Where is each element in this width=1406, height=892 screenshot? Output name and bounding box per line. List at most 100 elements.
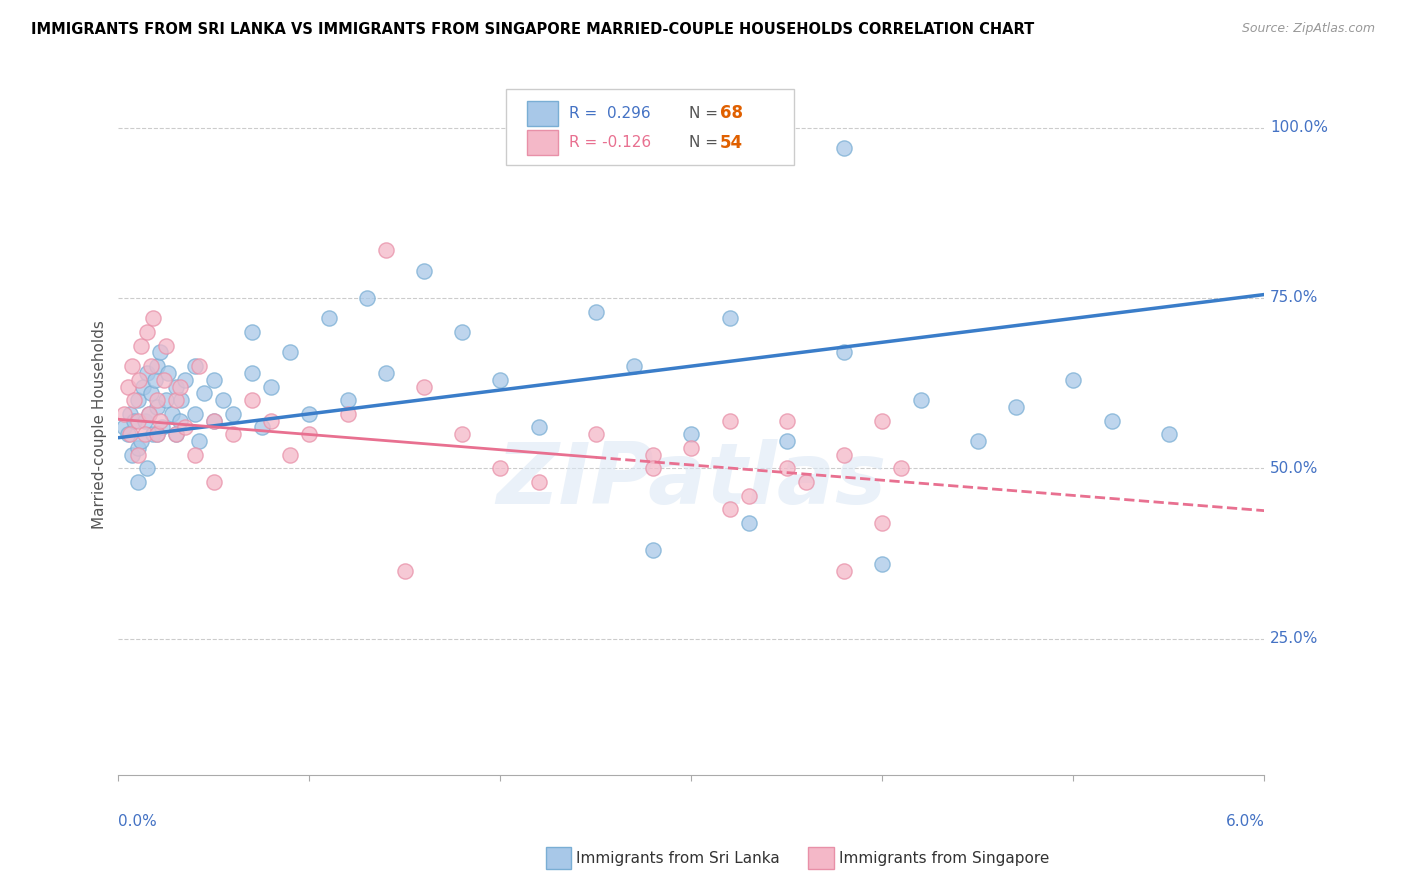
Point <box>169 414 191 428</box>
Point <box>139 386 162 401</box>
Point <box>165 427 187 442</box>
Point <box>832 448 855 462</box>
Point <box>165 379 187 393</box>
Point <box>278 345 301 359</box>
Point <box>737 489 759 503</box>
Point <box>240 325 263 339</box>
Point <box>527 420 550 434</box>
Point <box>143 373 166 387</box>
Point <box>138 407 160 421</box>
Point <box>413 263 436 277</box>
Point <box>117 379 139 393</box>
Point <box>170 393 193 408</box>
Point <box>131 339 153 353</box>
Point <box>127 393 149 408</box>
Point <box>131 434 153 449</box>
Text: 68: 68 <box>720 104 742 122</box>
Point <box>872 414 894 428</box>
Point <box>394 564 416 578</box>
Point <box>222 427 245 442</box>
Point <box>117 427 139 442</box>
Point <box>155 339 177 353</box>
Text: Source: ZipAtlas.com: Source: ZipAtlas.com <box>1241 22 1375 36</box>
Text: R = -0.126: R = -0.126 <box>569 136 651 150</box>
Point <box>138 407 160 421</box>
Point <box>153 373 176 387</box>
Point <box>202 373 225 387</box>
Point <box>160 407 183 421</box>
Point <box>127 414 149 428</box>
Text: ZIPatlas: ZIPatlas <box>496 439 887 522</box>
Text: N =: N = <box>689 136 723 150</box>
Point <box>132 379 155 393</box>
Point <box>356 291 378 305</box>
Text: N =: N = <box>689 106 723 120</box>
Point <box>184 407 207 421</box>
Point <box>872 557 894 571</box>
Point <box>250 420 273 434</box>
Point <box>122 414 145 428</box>
Point <box>165 427 187 442</box>
Point <box>136 461 159 475</box>
Point <box>260 379 283 393</box>
Point <box>202 414 225 428</box>
Point <box>910 393 932 408</box>
Point <box>336 407 359 421</box>
Point <box>222 407 245 421</box>
Point <box>451 325 474 339</box>
Point <box>134 414 156 428</box>
Point <box>1101 414 1123 428</box>
Text: R =  0.296: R = 0.296 <box>569 106 651 120</box>
Point <box>112 420 135 434</box>
Y-axis label: Married-couple Households: Married-couple Households <box>93 319 107 528</box>
Point <box>585 427 607 442</box>
Point <box>374 244 396 258</box>
Text: Immigrants from Singapore: Immigrants from Singapore <box>839 851 1050 865</box>
Point <box>136 325 159 339</box>
Point <box>118 407 141 421</box>
Point <box>142 427 165 442</box>
Point <box>872 516 894 530</box>
Point <box>489 373 512 387</box>
Text: 0.0%: 0.0% <box>118 814 157 829</box>
Point <box>374 366 396 380</box>
Point <box>776 434 799 449</box>
Point <box>128 373 150 387</box>
Point <box>122 393 145 408</box>
Point <box>165 393 187 408</box>
Point <box>240 393 263 408</box>
Point <box>145 427 167 442</box>
Point <box>681 427 703 442</box>
Point <box>776 414 799 428</box>
Text: IMMIGRANTS FROM SRI LANKA VS IMMIGRANTS FROM SINGAPORE MARRIED-COUPLE HOUSEHOLDS: IMMIGRANTS FROM SRI LANKA VS IMMIGRANTS … <box>31 22 1035 37</box>
Point <box>127 448 149 462</box>
Point <box>145 393 167 408</box>
Point <box>184 359 207 373</box>
Point <box>336 393 359 408</box>
Point <box>193 386 215 401</box>
Point <box>184 448 207 462</box>
Point <box>489 461 512 475</box>
Point <box>527 475 550 489</box>
Point <box>794 475 817 489</box>
Text: 75.0%: 75.0% <box>1270 291 1319 305</box>
Point <box>149 345 172 359</box>
Point <box>776 461 799 475</box>
Point <box>681 441 703 455</box>
Point <box>145 427 167 442</box>
Point <box>318 311 340 326</box>
Point <box>832 564 855 578</box>
Point <box>413 379 436 393</box>
Point <box>139 359 162 373</box>
Text: Immigrants from Sri Lanka: Immigrants from Sri Lanka <box>576 851 780 865</box>
Point <box>127 441 149 455</box>
Point <box>149 414 172 428</box>
Point <box>832 345 855 359</box>
Point <box>202 475 225 489</box>
Point <box>174 420 197 434</box>
Text: 50.0%: 50.0% <box>1270 461 1319 476</box>
Point <box>145 400 167 414</box>
Point <box>187 359 209 373</box>
Point <box>187 434 209 449</box>
Point <box>623 359 645 373</box>
